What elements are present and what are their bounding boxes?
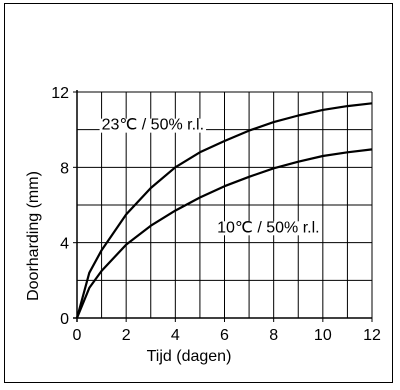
series-line-2: [75, 148, 373, 319]
series-labels: 23℃ / 50% r.l. 10℃ / 50% r.l.: [99, 117, 322, 236]
y-axis-label: Doorharding (mm): [25, 171, 42, 301]
x-tick-label: 2: [122, 327, 131, 344]
x-tick-label: 0: [73, 327, 82, 344]
y-tick-label: 4: [60, 236, 69, 253]
series-label-1: 23℃ / 50% r.l.: [102, 117, 204, 134]
chart-frame: [4, 3, 393, 383]
y-tick-label: 8: [60, 160, 69, 177]
series-line-1: [75, 102, 373, 319]
series-label-bg: [215, 221, 322, 236]
tick-labels: 0 2 4 6 8 10 12 0 4 8 12: [51, 85, 381, 344]
series-label-2: 10℃ / 50% r.l.: [217, 219, 319, 236]
x-tick-label: 4: [171, 327, 180, 344]
x-tick-label: 10: [314, 327, 332, 344]
x-axis-label: Tijd (dagen): [147, 348, 232, 365]
y-tick-label: 0: [60, 311, 69, 328]
series-lines: [75, 102, 373, 319]
series-label-bg: [99, 118, 207, 133]
x-tick-label: 6: [220, 327, 229, 344]
y-tick-label: 12: [51, 85, 69, 102]
x-tick-label: 12: [363, 327, 381, 344]
x-tick-label: 8: [269, 327, 278, 344]
axes: [73, 90, 373, 322]
